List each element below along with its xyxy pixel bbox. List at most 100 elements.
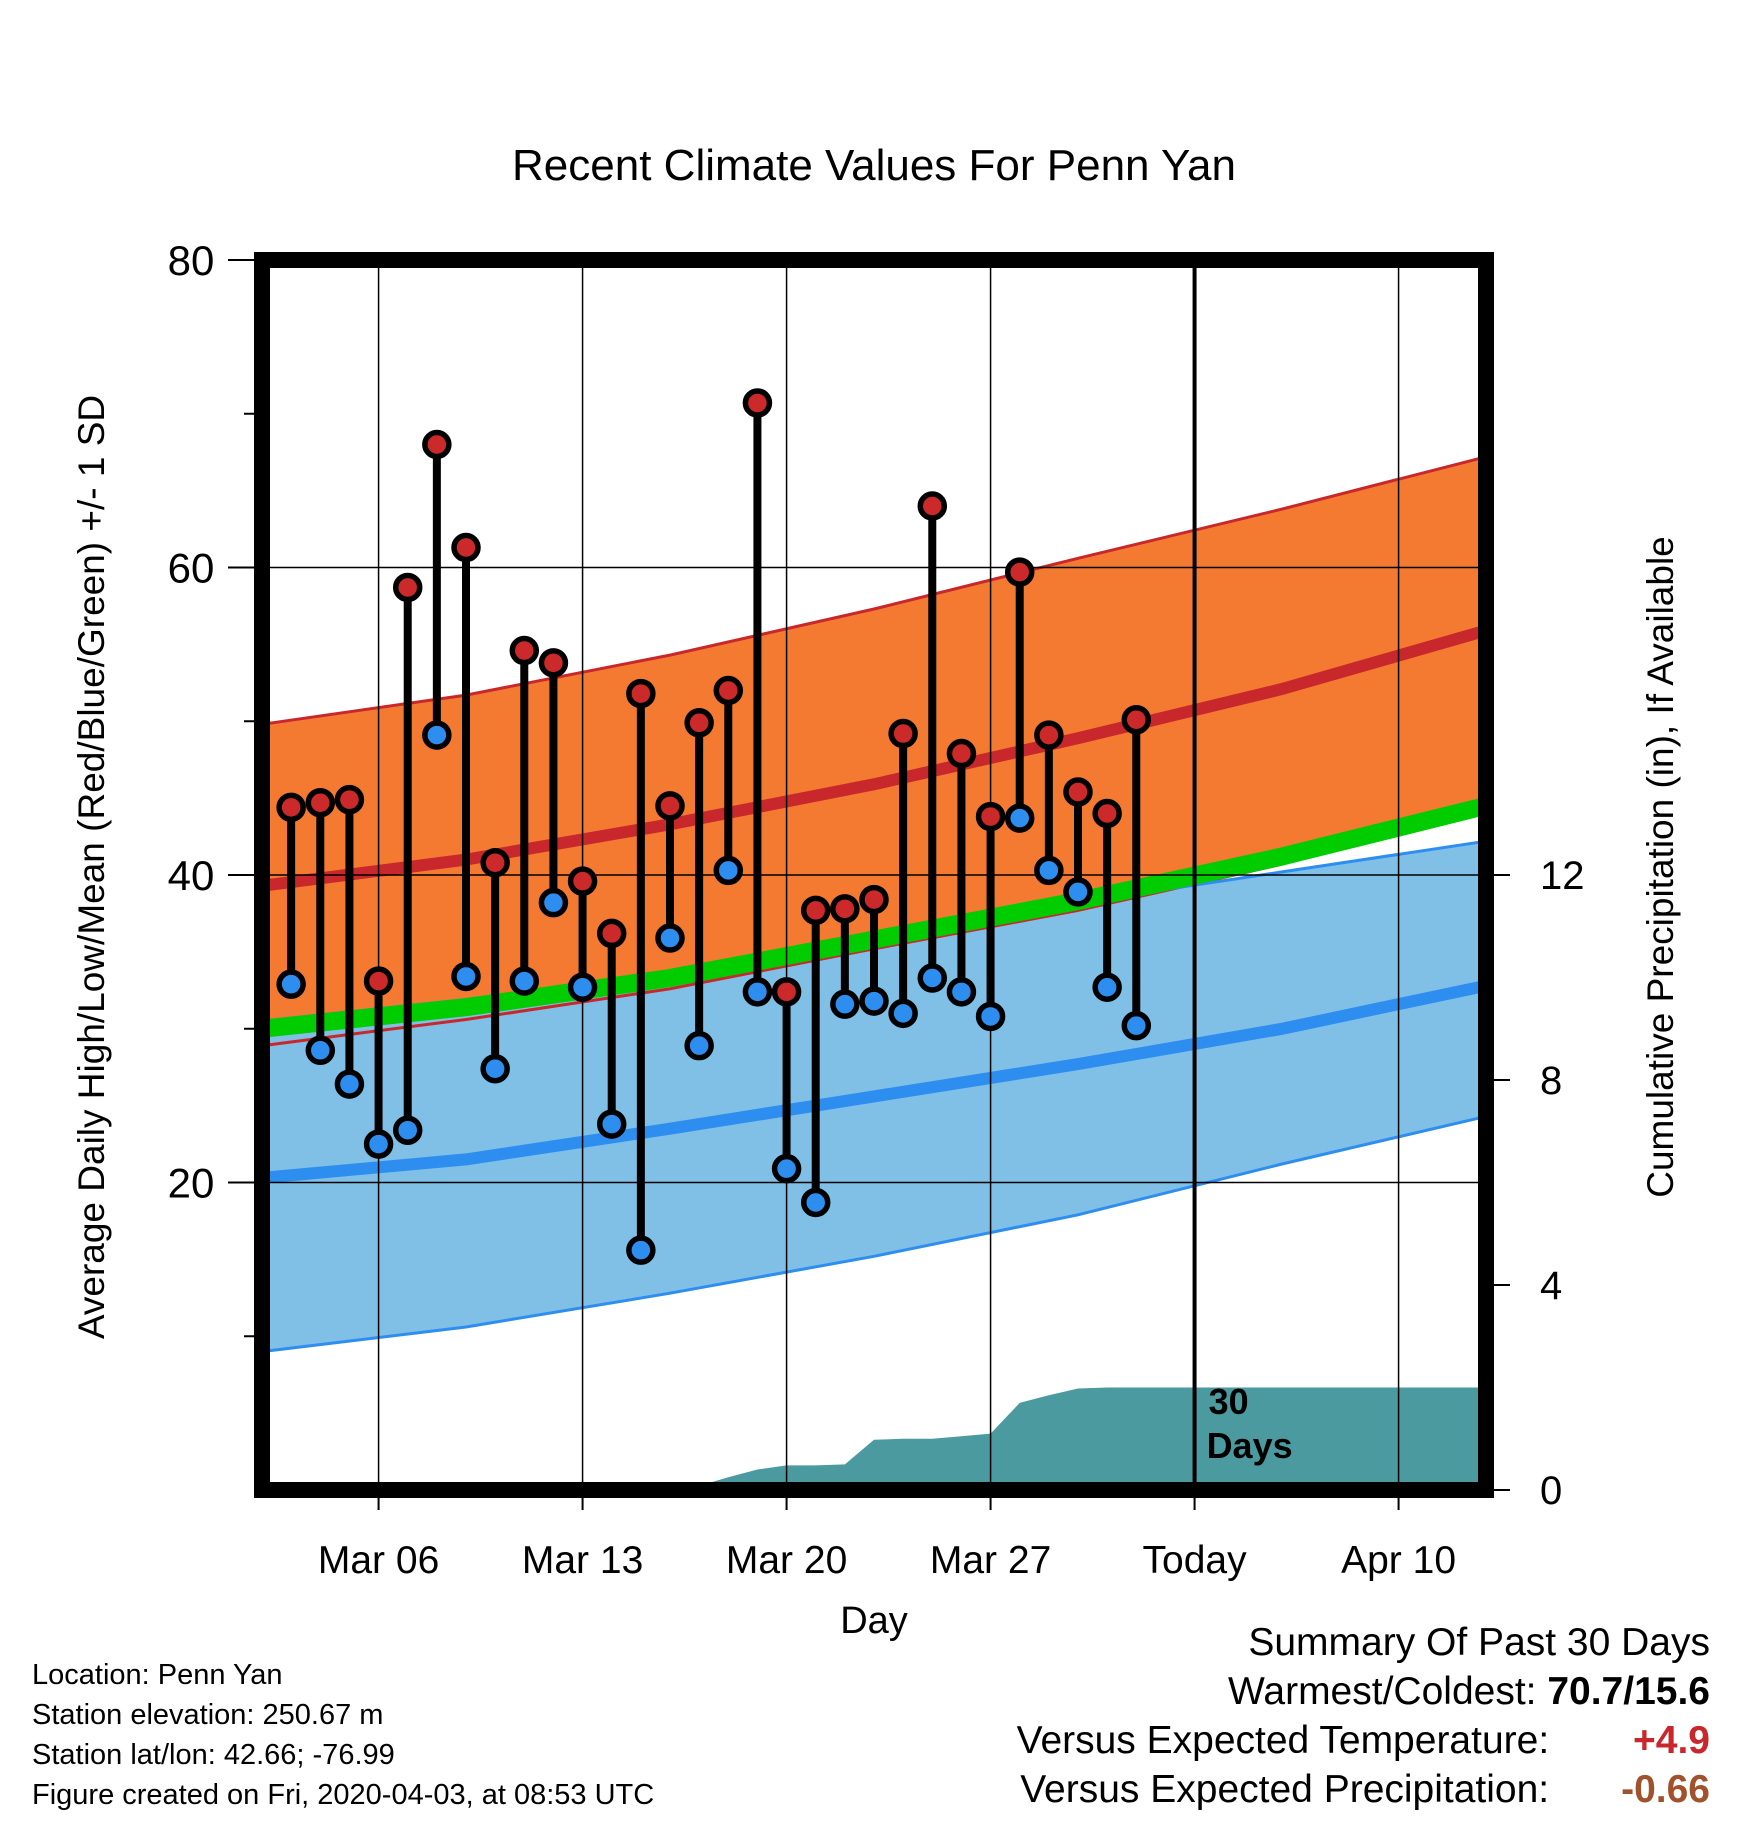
warmest-coldest-row: Warmest/Coldest: 70.7/15.6: [1017, 1667, 1710, 1716]
daily-low-point: [392, 1115, 423, 1145]
daily-low-point: [538, 887, 569, 918]
daily-low-point: [451, 961, 481, 992]
daily-high-point: [363, 966, 394, 996]
temp-anomaly-value: +4.9: [1633, 1719, 1710, 1762]
daily-high-point: [1034, 720, 1064, 750]
daily-low-point: [1034, 855, 1064, 886]
daily-high-point: [1004, 557, 1035, 587]
y-tick-label: 80: [168, 237, 215, 284]
x-axis-label: Day: [840, 1600, 908, 1642]
y-tick-label: 40: [168, 852, 215, 899]
daily-low-point: [305, 1035, 336, 1066]
daily-high-point: [742, 388, 773, 418]
location-text: Location: Penn Yan: [32, 1659, 283, 1691]
y-tick-label: 60: [168, 545, 215, 592]
daily-high-point: [655, 791, 685, 821]
daily-high-point: [451, 532, 481, 563]
daily-low-point: [771, 1153, 802, 1184]
high-sd-band: [262, 456, 1486, 1046]
daily-low-point: [742, 977, 773, 1007]
daily-low-point: [276, 969, 306, 999]
daily-low-point: [830, 989, 860, 1019]
daily-high-point: [684, 708, 714, 738]
station-info: Location: Penn Yan Station elevation: 25…: [32, 1655, 654, 1815]
daily-low-point: [480, 1053, 510, 1084]
precip-anomaly-row: Versus Expected Precipitation: -0.66: [1017, 1765, 1710, 1814]
summary-title: Summary Of Past 30 Days: [1248, 1621, 1710, 1664]
created-text: Figure created on Fri, 2020-04-03, at 08…: [32, 1779, 655, 1811]
low-lower-sd-line: [261, 1114, 1487, 1354]
y2-tick-label: 0: [1540, 1469, 1562, 1513]
daily-low-point: [800, 1187, 831, 1218]
daily-low-point: [713, 855, 744, 886]
daily-high-point: [480, 847, 510, 878]
daily-low-point: [975, 1001, 1006, 1032]
daily-high-point: [626, 678, 656, 709]
daily-high-point: [276, 792, 306, 823]
daily-high-point: [422, 429, 452, 460]
daily-low-point: [567, 972, 598, 1002]
daily-high-point: [1092, 798, 1122, 829]
daily-high-point: [1063, 777, 1093, 807]
warmest-coldest-value: 70.7/15.6: [1547, 1670, 1710, 1713]
y2-tick-label: 4: [1540, 1264, 1562, 1308]
daily-low-point: [1092, 972, 1122, 1002]
normal-low-line: [261, 979, 1488, 1184]
days-label-line1: 30: [1209, 1381, 1249, 1422]
daily-high-point: [975, 801, 1006, 832]
x-tick-label: Mar 27: [930, 1539, 1051, 1582]
y2-axis-label: Cumulative Precipitation (in), If Availa…: [1640, 536, 1681, 1198]
daily-low-point: [917, 963, 948, 993]
daily-high-point: [946, 738, 977, 769]
precip-anomaly-label: Versus Expected Precipitation:: [1020, 1768, 1550, 1811]
daily-high-point: [888, 718, 918, 749]
daily-high-point: [917, 491, 948, 521]
daily-low-point: [859, 986, 889, 1016]
daily-high-point: [713, 675, 744, 706]
chart-title: Recent Climate Values For Penn Yan: [512, 141, 1236, 190]
y-tick-label: 20: [168, 1160, 215, 1207]
daily-high-point: [1121, 704, 1152, 735]
daily-high-point: [538, 648, 569, 678]
latlon-text: Station lat/lon: 42.66; -76.99: [32, 1739, 395, 1771]
warmest-coldest-label: Warmest/Coldest:: [1228, 1670, 1537, 1713]
y2-tick-label: 12: [1540, 854, 1585, 898]
daily-low-point: [1121, 1010, 1152, 1041]
daily-low-point: [422, 720, 452, 750]
y-axis-label: Average Daily High/Low/Mean (Red/Blue/Gr…: [71, 395, 112, 1339]
daily-low-point: [684, 1030, 714, 1061]
temp-anomaly-label: Versus Expected Temperature:: [1016, 1719, 1550, 1762]
daily-low-point: [655, 923, 685, 953]
summary-panel: Summary Of Past 30 Days Warmest/Coldest:…: [1017, 1618, 1710, 1814]
x-tick-label: Mar 13: [522, 1539, 643, 1582]
y2-tick-label: 8: [1540, 1059, 1562, 1103]
daily-low-point: [1004, 803, 1035, 833]
daily-low-point: [626, 1235, 656, 1265]
x-tick-label: Apr 10: [1341, 1539, 1456, 1582]
daily-low-point: [888, 998, 918, 1029]
daily-high-point: [596, 918, 627, 949]
daily-low-point: [946, 977, 977, 1007]
x-tick-label: Today: [1143, 1539, 1248, 1582]
temp-anomaly-row: Versus Expected Temperature: +4.9: [1017, 1716, 1710, 1765]
daily-low-point: [509, 966, 540, 996]
daily-high-point: [859, 884, 889, 915]
elevation-text: Station elevation: 250.67 m: [32, 1699, 384, 1731]
daily-high-point: [567, 866, 598, 896]
daily-high-point: [830, 894, 860, 924]
daily-high-point: [509, 635, 540, 666]
daily-low-point: [596, 1109, 627, 1139]
daily-high-point: [334, 784, 365, 815]
days-label-line2: Days: [1207, 1425, 1293, 1466]
precip-area: [262, 1387, 1486, 1490]
daily-low-point: [363, 1129, 394, 1159]
precip-anomaly-value: -0.66: [1621, 1768, 1710, 1811]
daily-low-point: [334, 1069, 365, 1099]
daily-high-point: [305, 787, 336, 818]
x-tick-label: Mar 06: [318, 1539, 439, 1582]
daily-high-point: [392, 572, 423, 603]
daily-high-point: [800, 895, 831, 926]
daily-high-point: [771, 977, 802, 1007]
